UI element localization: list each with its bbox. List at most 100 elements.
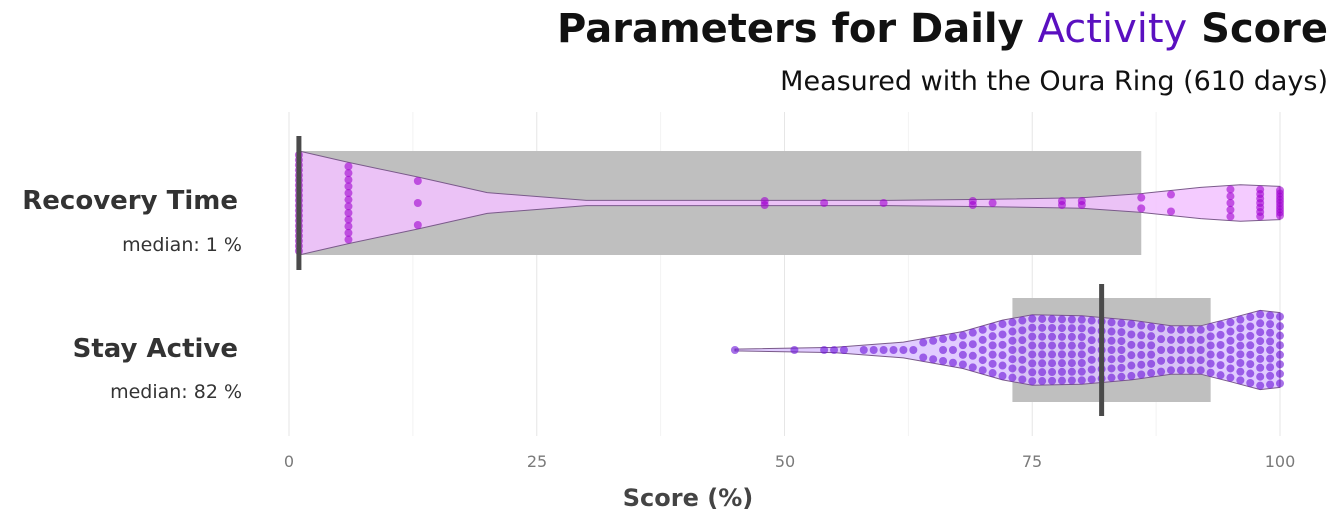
data-point — [1077, 201, 1086, 209]
data-point — [1077, 367, 1086, 376]
data-point — [1067, 341, 1076, 350]
data-point — [1206, 368, 1215, 377]
data-point — [344, 189, 353, 198]
data-point — [790, 346, 799, 354]
data-point — [1196, 356, 1205, 365]
data-point — [1236, 324, 1245, 333]
data-point — [1077, 324, 1086, 333]
data-point — [1107, 355, 1116, 364]
data-point — [1276, 331, 1284, 340]
data-point — [919, 353, 928, 362]
data-point — [1216, 320, 1225, 329]
data-point — [1256, 372, 1265, 381]
data-point — [1226, 205, 1235, 214]
data-point — [1117, 372, 1126, 381]
data-point — [1087, 316, 1096, 325]
data-point — [1067, 367, 1076, 376]
data-point — [1038, 368, 1047, 377]
data-point — [344, 215, 353, 224]
data-point — [1137, 204, 1146, 213]
title-accent-word: Activity — [1037, 6, 1188, 52]
data-point — [1256, 354, 1265, 363]
data-point — [1147, 359, 1156, 368]
data-point — [1266, 328, 1275, 337]
data-point — [1137, 360, 1146, 369]
data-point — [1038, 350, 1047, 359]
data-point — [1048, 350, 1057, 359]
data-point — [1008, 327, 1017, 336]
data-point — [1107, 327, 1116, 336]
data-point — [1246, 322, 1255, 331]
data-point — [988, 359, 997, 368]
data-point — [1266, 363, 1275, 372]
data-point — [998, 320, 1007, 329]
data-point — [1246, 350, 1255, 359]
data-point — [1077, 358, 1086, 367]
data-point — [1276, 341, 1284, 350]
data-point — [1226, 346, 1235, 354]
data-point — [1276, 360, 1284, 369]
data-point — [1117, 354, 1126, 363]
data-point — [958, 331, 967, 340]
data-point — [978, 346, 987, 354]
data-point — [1246, 360, 1255, 369]
data-point — [1206, 323, 1215, 332]
data-point — [344, 162, 353, 171]
data-point — [1057, 201, 1066, 209]
data-point — [968, 340, 977, 349]
data-point — [1038, 377, 1047, 386]
data-point — [1186, 335, 1195, 344]
data-point — [1008, 355, 1017, 364]
data-point — [899, 346, 908, 354]
median-label-stay-active: median: 82 % — [110, 381, 242, 403]
data-point — [1157, 367, 1166, 376]
x-tick-label: 50 — [774, 452, 796, 471]
data-point — [1038, 332, 1047, 341]
data-point — [1236, 341, 1245, 350]
data-point — [1236, 333, 1245, 342]
data-point — [958, 350, 967, 359]
data-point — [978, 356, 987, 365]
data-point — [1117, 319, 1126, 328]
data-point — [1166, 335, 1175, 344]
x-axis-label: Score (%) — [622, 484, 754, 512]
data-point — [1176, 366, 1185, 375]
data-point — [1067, 324, 1076, 333]
data-point — [1067, 350, 1076, 359]
data-point — [968, 351, 977, 360]
data-point — [1206, 350, 1215, 359]
x-tick-label: 25 — [526, 452, 548, 471]
data-point — [1018, 326, 1027, 335]
data-point — [1137, 341, 1146, 350]
data-point — [344, 182, 353, 191]
series-label-stay-active: Stay Active — [72, 334, 238, 364]
data-point — [948, 358, 957, 367]
data-point — [344, 169, 353, 178]
data-point — [1226, 355, 1235, 364]
data-point — [344, 195, 353, 204]
data-point — [1107, 336, 1116, 345]
data-point — [929, 355, 938, 364]
data-point — [1038, 359, 1047, 368]
data-point — [968, 328, 977, 337]
chart-subtitle: Measured with the Oura Ring (610 days) — [780, 66, 1328, 97]
data-point — [1048, 332, 1057, 341]
data-point — [760, 201, 769, 209]
data-point — [1166, 207, 1175, 216]
data-point — [958, 341, 967, 350]
data-point — [1057, 359, 1066, 368]
data-point — [413, 221, 422, 229]
data-point — [730, 346, 739, 354]
data-point — [998, 330, 1007, 339]
data-point — [1196, 325, 1205, 334]
data-point — [1256, 212, 1265, 221]
data-point — [1018, 375, 1027, 384]
data-point — [1057, 376, 1066, 385]
data-point — [1008, 373, 1017, 382]
x-tick-label: 100 — [1264, 452, 1296, 471]
data-point — [1067, 359, 1076, 368]
data-point — [1246, 378, 1255, 387]
data-point — [1196, 346, 1205, 354]
data-point — [1028, 314, 1037, 323]
